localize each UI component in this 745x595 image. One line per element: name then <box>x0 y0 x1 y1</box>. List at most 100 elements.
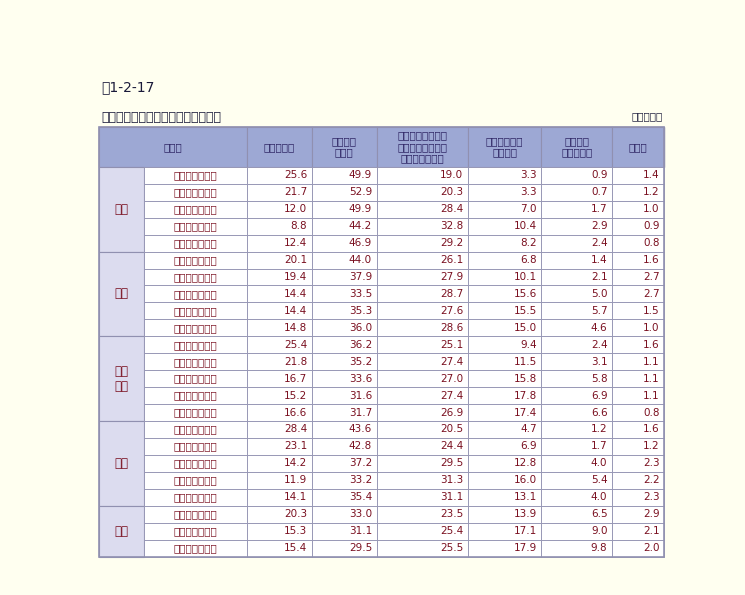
Bar <box>468 268 541 286</box>
Text: 20.5: 20.5 <box>440 424 463 434</box>
Text: 32.8: 32.8 <box>440 221 463 231</box>
Bar <box>312 488 377 506</box>
Bar <box>468 336 541 353</box>
Text: 12.0: 12.0 <box>284 204 307 214</box>
Bar <box>541 353 612 370</box>
Text: 49.9: 49.9 <box>349 170 372 180</box>
Text: 6.8: 6.8 <box>520 255 536 265</box>
Bar <box>541 218 612 234</box>
Text: 23.1: 23.1 <box>284 441 307 452</box>
Bar <box>99 127 665 167</box>
Text: 国語: 国語 <box>115 203 129 216</box>
Text: 16.0: 16.0 <box>513 475 536 486</box>
Bar <box>377 488 468 506</box>
Text: 中学校第３学年: 中学校第３学年 <box>174 323 218 333</box>
Text: 1.2: 1.2 <box>591 424 607 434</box>
Text: 11.9: 11.9 <box>284 475 307 486</box>
Bar <box>612 472 665 488</box>
Text: 17.9: 17.9 <box>513 543 536 553</box>
Text: 35.3: 35.3 <box>349 306 372 316</box>
Text: 16.7: 16.7 <box>284 374 307 384</box>
Text: 中学校第１学年: 中学校第１学年 <box>174 374 218 384</box>
Bar <box>612 336 665 353</box>
Text: 15.8: 15.8 <box>513 374 536 384</box>
Text: 15.6: 15.6 <box>513 289 536 299</box>
Bar <box>377 522 468 540</box>
Bar <box>144 336 247 353</box>
Text: 1.2: 1.2 <box>643 187 659 198</box>
Bar <box>144 353 247 370</box>
Bar <box>99 252 144 336</box>
Text: 15.3: 15.3 <box>284 526 307 536</box>
Text: 5.7: 5.7 <box>591 306 607 316</box>
Bar <box>468 201 541 218</box>
Text: 3.3: 3.3 <box>520 170 536 180</box>
Text: 28.4: 28.4 <box>284 424 307 434</box>
Text: 2.7: 2.7 <box>643 272 659 282</box>
Bar <box>247 184 312 201</box>
Bar <box>144 286 247 302</box>
Text: 31.1: 31.1 <box>440 492 463 502</box>
Text: 2.7: 2.7 <box>643 289 659 299</box>
Text: 英語: 英語 <box>115 525 129 538</box>
Text: 3.1: 3.1 <box>591 356 607 367</box>
Bar <box>541 370 612 387</box>
Bar <box>247 540 312 556</box>
Bar <box>312 201 377 218</box>
Bar <box>312 268 377 286</box>
Text: 2.4: 2.4 <box>591 340 607 350</box>
Bar <box>144 201 247 218</box>
Bar <box>612 488 665 506</box>
Bar <box>377 370 468 387</box>
Text: 0.7: 0.7 <box>591 187 607 198</box>
Text: わからないこ
とが多い: わからないこ とが多い <box>486 136 523 158</box>
Bar <box>377 286 468 302</box>
Text: 区　分: 区 分 <box>164 142 183 152</box>
Bar <box>541 268 612 286</box>
Text: 2.9: 2.9 <box>591 221 607 231</box>
Bar <box>468 506 541 522</box>
Bar <box>144 320 247 336</box>
Text: 2.1: 2.1 <box>591 272 607 282</box>
Bar <box>612 167 665 184</box>
Bar <box>377 336 468 353</box>
Text: 5.4: 5.4 <box>591 475 607 486</box>
Bar <box>377 353 468 370</box>
Text: 中学校第１学年: 中学校第１学年 <box>174 458 218 468</box>
Bar <box>612 522 665 540</box>
Bar <box>247 455 312 472</box>
Bar <box>541 438 612 455</box>
Text: 8.8: 8.8 <box>291 221 307 231</box>
Bar <box>247 127 312 167</box>
Text: 1.6: 1.6 <box>643 255 659 265</box>
Bar <box>99 167 144 252</box>
Text: 1.6: 1.6 <box>643 340 659 350</box>
Bar <box>312 234 377 252</box>
Text: 2.0: 2.0 <box>643 543 659 553</box>
Bar <box>468 488 541 506</box>
Text: 2.9: 2.9 <box>643 509 659 519</box>
Bar <box>541 488 612 506</box>
Bar <box>377 387 468 404</box>
Text: 31.3: 31.3 <box>440 475 463 486</box>
Text: 算数
数学: 算数 数学 <box>115 365 129 393</box>
Text: 中学校第３学年: 中学校第３学年 <box>174 408 218 418</box>
Bar <box>247 370 312 387</box>
Text: 37.2: 37.2 <box>349 458 372 468</box>
Bar <box>541 421 612 438</box>
Text: 27.4: 27.4 <box>440 390 463 400</box>
Bar <box>377 421 468 438</box>
Text: 20.3: 20.3 <box>284 509 307 519</box>
Text: 19.0: 19.0 <box>440 170 463 180</box>
Bar <box>468 353 541 370</box>
Bar <box>468 252 541 268</box>
Bar <box>377 252 468 268</box>
Text: 29.2: 29.2 <box>440 238 463 248</box>
Bar <box>377 438 468 455</box>
Text: 4.0: 4.0 <box>591 458 607 468</box>
Text: 4.0: 4.0 <box>591 492 607 502</box>
Bar <box>144 404 247 421</box>
Bar <box>247 302 312 320</box>
Bar <box>144 302 247 320</box>
Bar <box>99 127 247 167</box>
